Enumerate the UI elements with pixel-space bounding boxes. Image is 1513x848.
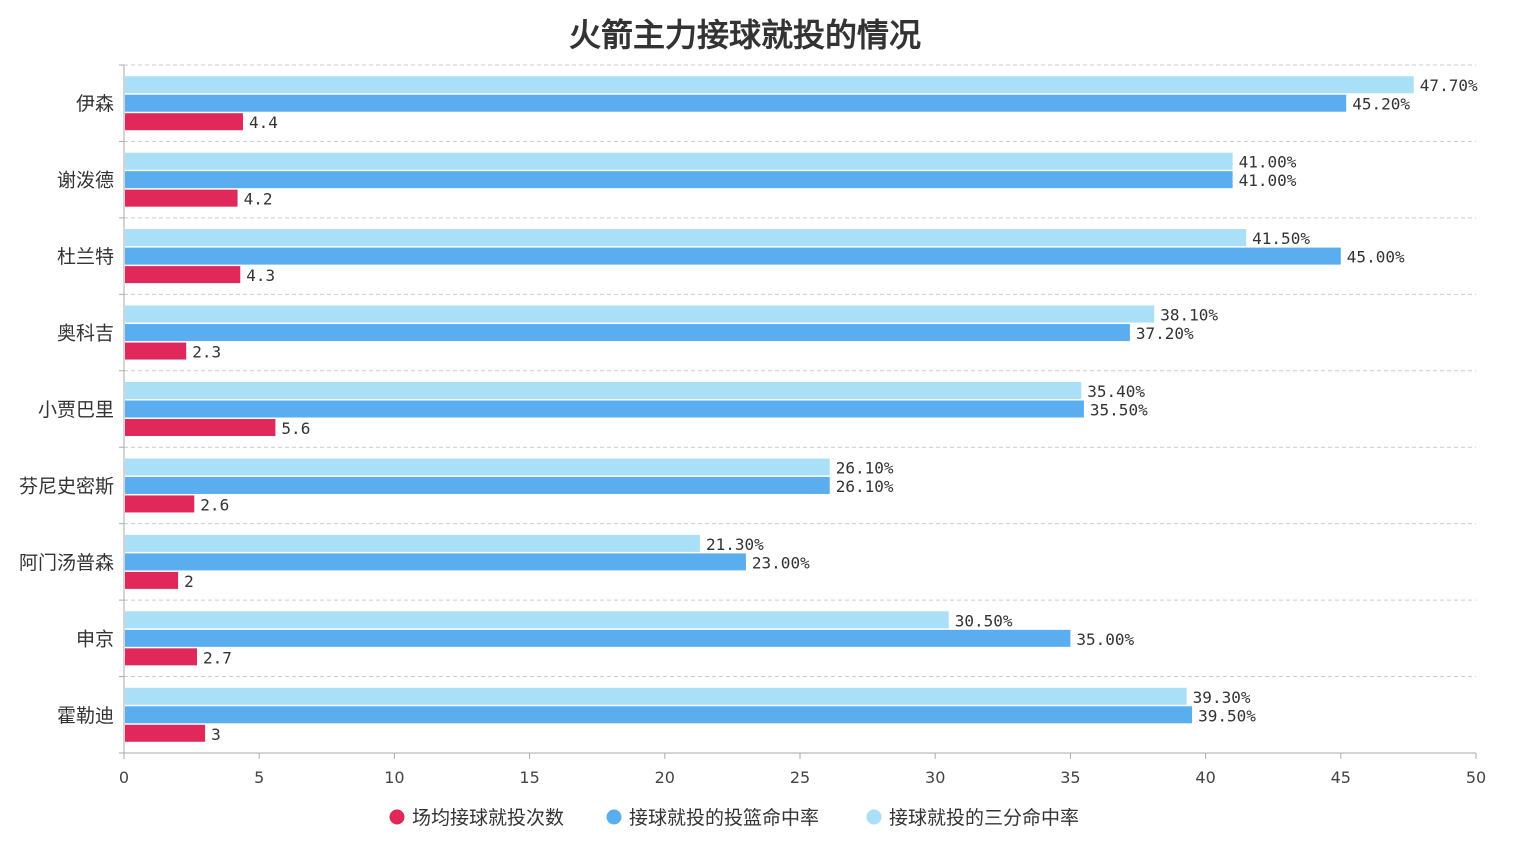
legend-label: 接球就投的投篮命中率 (629, 807, 819, 829)
data-label: 39.50% (1198, 706, 1256, 725)
bar (125, 342, 187, 360)
data-label: 45.20% (1352, 95, 1410, 114)
category-label: 奥科吉 (57, 323, 114, 345)
data-label: 4.3 (246, 266, 275, 285)
data-label: 23.00% (752, 553, 810, 572)
bar (125, 189, 238, 207)
bar (125, 266, 241, 284)
data-label: 21.30% (706, 535, 764, 554)
x-tick-label: 50 (1466, 768, 1486, 787)
data-label: 39.30% (1193, 688, 1251, 707)
x-tick-label: 30 (925, 768, 945, 787)
data-label: 35.40% (1087, 382, 1145, 401)
data-label: 26.10% (836, 458, 894, 477)
chart-title: 火箭主力接球就投的情况 (568, 16, 921, 54)
data-label: 4.4 (249, 113, 278, 132)
x-tick-label: 35 (1060, 768, 1080, 787)
bar (125, 476, 830, 494)
data-label: 30.50% (955, 611, 1013, 630)
bar (125, 305, 1155, 323)
bar (125, 534, 700, 552)
bar (125, 113, 243, 131)
legend-marker (606, 809, 622, 825)
category-label: 伊森 (76, 93, 114, 115)
x-tick-label: 5 (254, 768, 264, 787)
bar (125, 553, 746, 571)
category-label: 芬尼史密斯 (19, 475, 114, 497)
bar (125, 171, 1233, 189)
data-label: 2 (184, 572, 194, 591)
data-label: 41.50% (1252, 229, 1310, 248)
data-label: 47.70% (1420, 76, 1478, 95)
data-label: 4.2 (244, 190, 273, 209)
x-tick-label: 40 (1195, 768, 1215, 787)
bar (125, 458, 830, 476)
bar (125, 247, 1341, 265)
bar (125, 400, 1084, 418)
bar (125, 152, 1233, 170)
data-label: 41.00% (1239, 171, 1297, 190)
data-label: 45.00% (1347, 248, 1405, 267)
data-label: 41.00% (1239, 153, 1297, 172)
data-label: 5.6 (281, 419, 310, 438)
x-tick-label: 45 (1331, 768, 1351, 787)
category-label: 申京 (76, 628, 114, 650)
bar (125, 324, 1130, 342)
category-label: 杜兰特 (57, 246, 114, 268)
bar (125, 495, 195, 513)
bar (125, 76, 1414, 94)
x-tick-label: 10 (384, 768, 404, 787)
data-label: 3 (211, 725, 221, 744)
bar (125, 629, 1071, 647)
x-tick-label: 15 (519, 768, 539, 787)
bar (125, 724, 206, 742)
legend-marker (866, 809, 882, 825)
x-tick-label: 20 (655, 768, 675, 787)
bar (125, 571, 179, 589)
data-label: 2.3 (192, 343, 221, 362)
data-label: 35.00% (1076, 630, 1134, 649)
x-tick-label: 25 (790, 768, 810, 787)
category-label: 阿门汤普森 (19, 552, 114, 574)
bar (125, 687, 1187, 705)
bar (125, 94, 1347, 112)
data-label: 38.10% (1160, 306, 1218, 325)
legend-label: 接球就投的三分命中率 (889, 807, 1079, 829)
category-label: 谢泼德 (57, 170, 114, 192)
data-label: 2.7 (203, 648, 232, 667)
legend-marker (389, 809, 405, 825)
bar (125, 648, 198, 666)
data-label: 26.10% (836, 477, 894, 496)
x-tick-label: 0 (119, 768, 129, 787)
data-label: 37.20% (1136, 324, 1194, 343)
bar (125, 419, 276, 436)
bar (125, 229, 1247, 247)
data-label: 35.50% (1090, 401, 1148, 420)
category-label: 霍勒迪 (57, 705, 114, 727)
bar (125, 706, 1193, 724)
legend-label: 场均接球就投次数 (412, 807, 564, 829)
category-label: 小贾巴里 (38, 399, 114, 421)
bar (125, 382, 1082, 399)
bar (125, 611, 949, 629)
data-label: 2.6 (200, 495, 229, 514)
